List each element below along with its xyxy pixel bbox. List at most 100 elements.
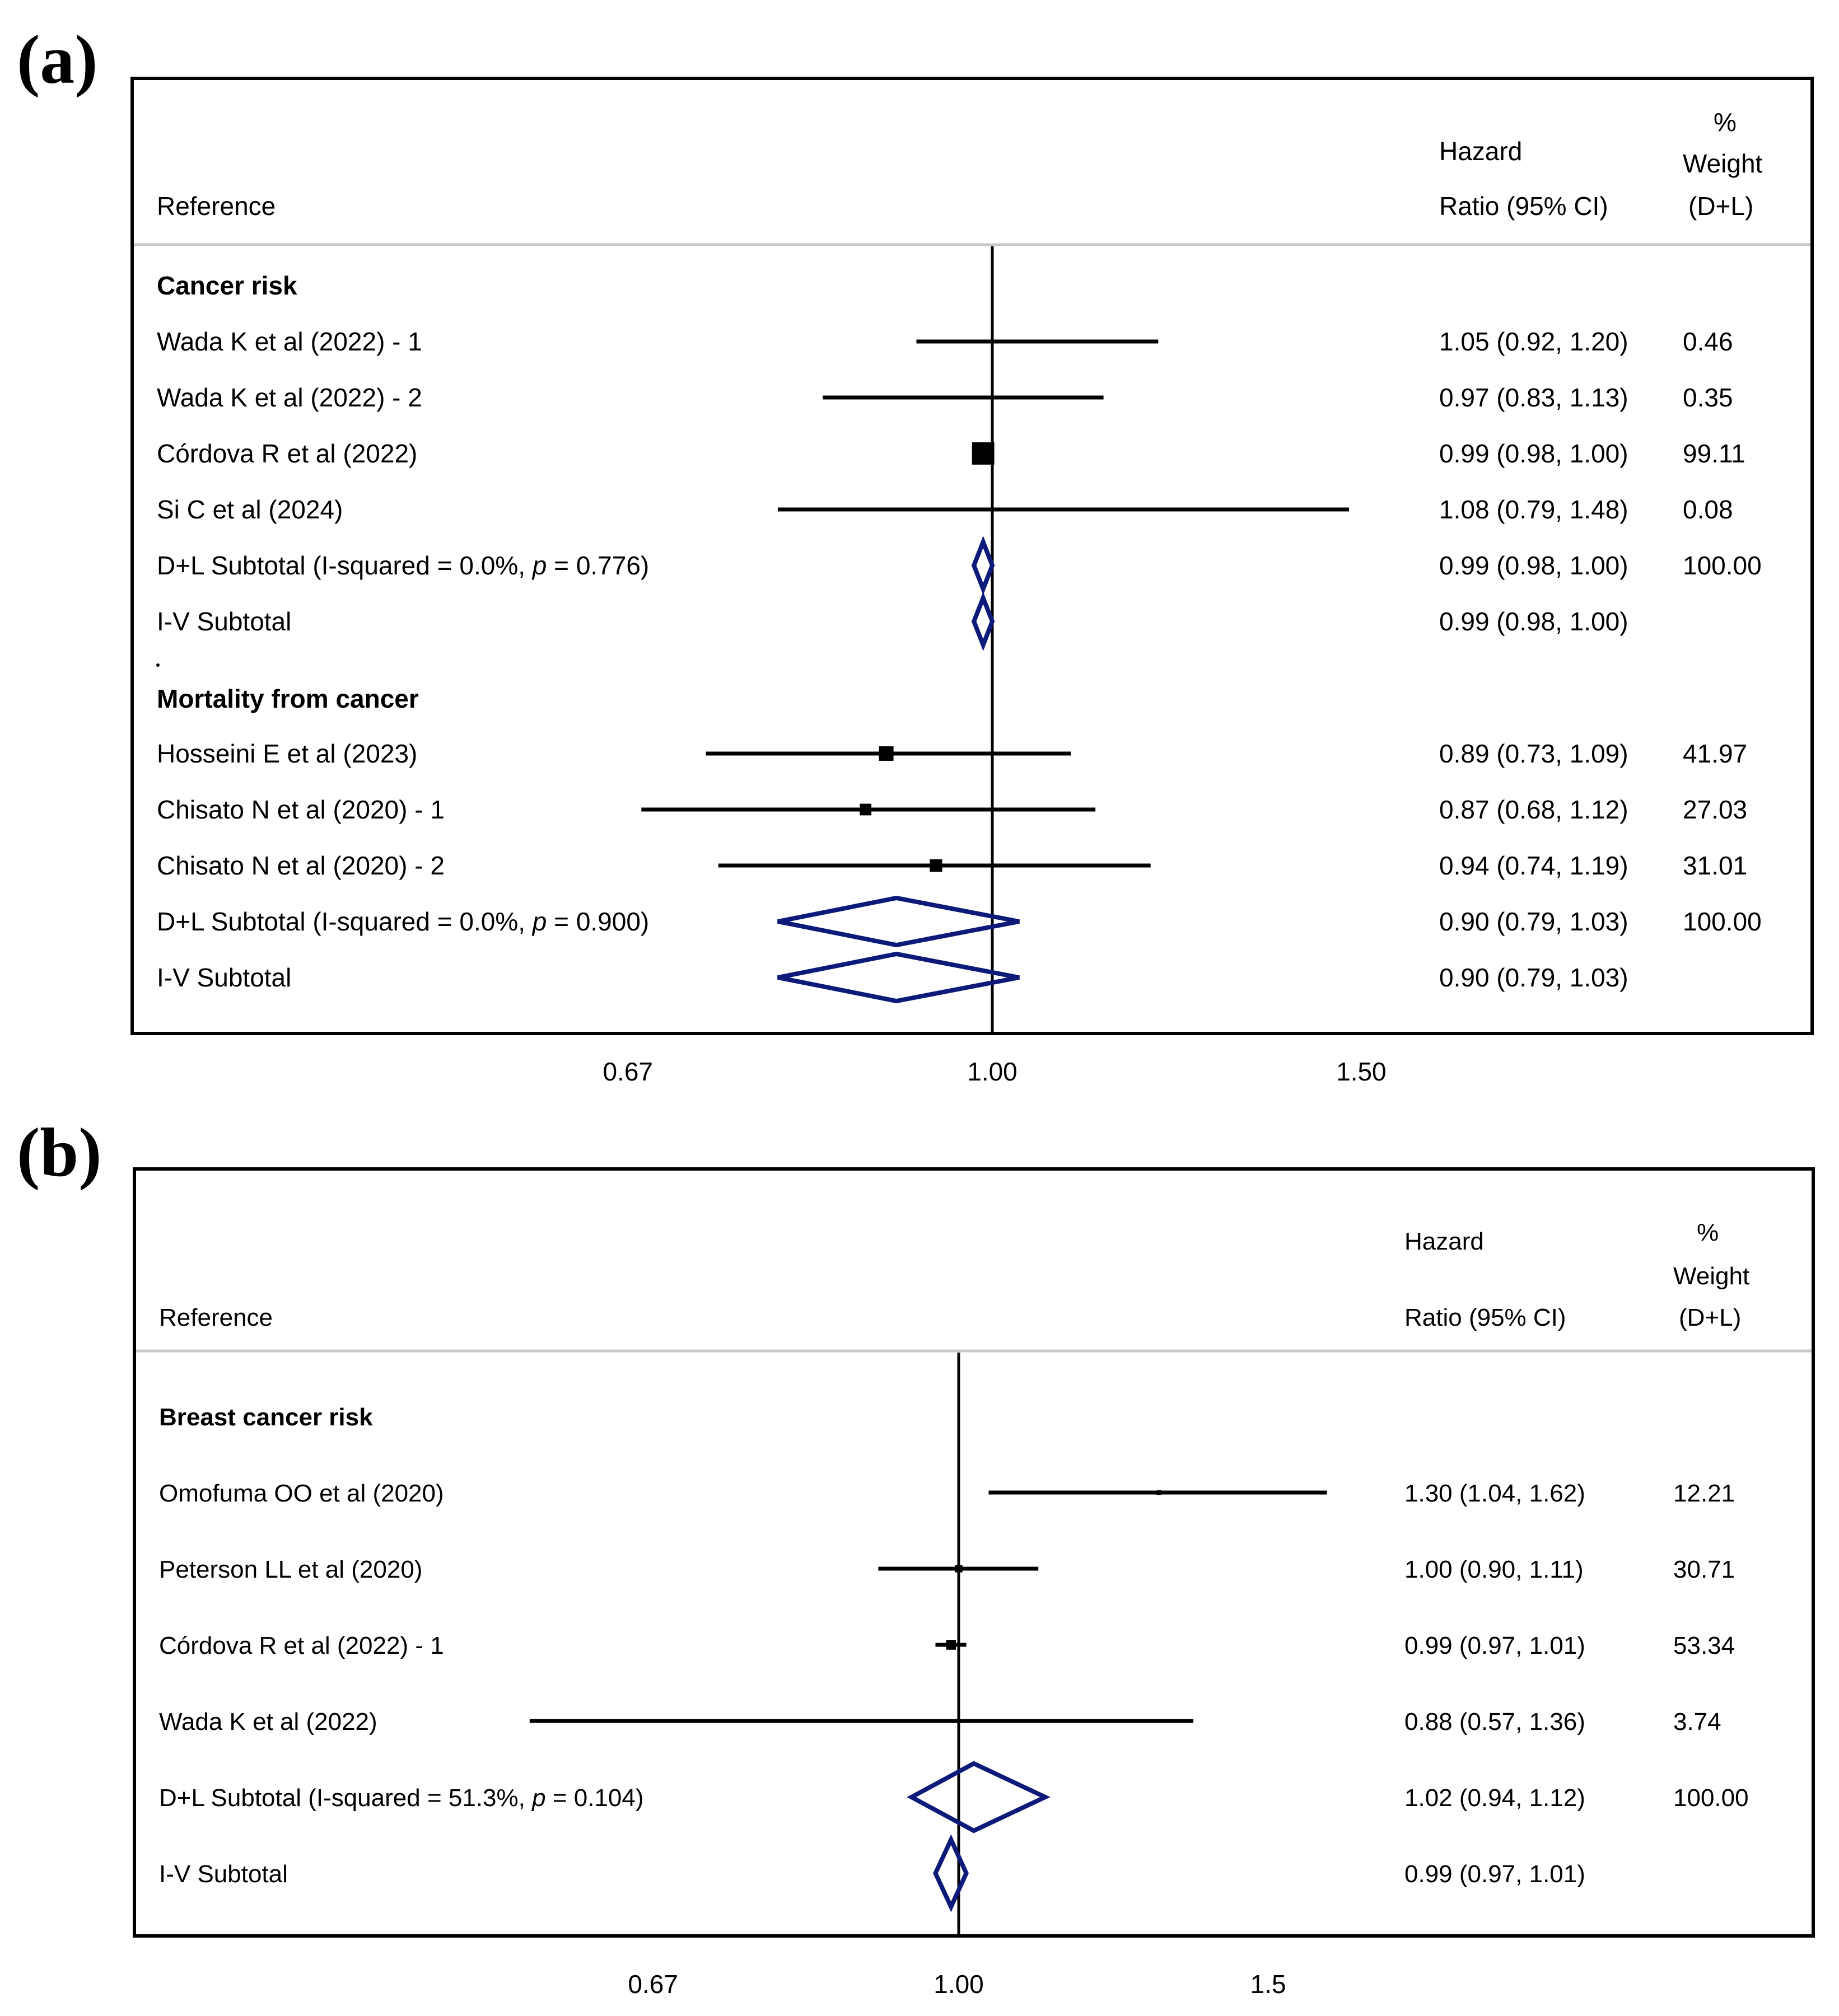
- subtotal-label-text: D+L Subtotal (I-squared = 0.0%,: [157, 907, 533, 936]
- iv-subtotal-row: I-V Subtotal 0.99 (0.98, 1.00): [157, 592, 1628, 651]
- spacer-dot: [156, 663, 160, 667]
- subtotal-ci: 0.99 (0.98, 1.00): [1439, 607, 1628, 636]
- subtotal-label: I-V Subtotal: [157, 607, 291, 636]
- study-ci: 0.94 (0.74, 1.19): [1439, 851, 1628, 880]
- study-weight: 41.97: [1683, 739, 1747, 768]
- point-estimate: [1035, 340, 1038, 343]
- subtotal-label-text: I-V Subtotal: [157, 963, 291, 992]
- study-row: Hosseini E et al (2023) 0.89 (0.73, 1.09)…: [157, 739, 1747, 768]
- header-reference: Reference: [157, 191, 276, 221]
- point-estimate: [860, 1719, 863, 1723]
- pooled-diamond: [907, 1761, 1051, 1833]
- study-weight: 27.03: [1683, 795, 1747, 824]
- study-ci: 1.00 (0.90, 1.11): [1404, 1556, 1584, 1583]
- study-ci: 1.30 (1.04, 1.62): [1404, 1480, 1585, 1507]
- point-estimate: [930, 859, 942, 872]
- subtotal-label-text: I-V Subtotal: [157, 607, 291, 636]
- iv-subtotal-row: I-V Subtotal 0.90 (0.79, 1.03): [157, 951, 1628, 1004]
- header-hazard: Hazard: [1439, 137, 1522, 166]
- study-weight: 31.01: [1683, 851, 1747, 880]
- header-reference: Reference: [159, 1304, 273, 1331]
- subtotal-label: I-V Subtotal: [157, 963, 291, 992]
- subtotal-weight: 100.00: [1683, 551, 1762, 580]
- p-value: = 0.776): [547, 551, 649, 580]
- pooled-diamond: [777, 895, 1020, 948]
- panel-label: (b): [17, 1114, 102, 1191]
- header-weight: Weight: [1673, 1262, 1749, 1290]
- subtotal-label-text: D+L Subtotal (I-squared = 0.0%,: [157, 551, 533, 580]
- study-ci: 0.99 (0.97, 1.01): [1404, 1632, 1585, 1659]
- pooled-diamond: [777, 951, 1020, 1004]
- study-ci: 0.87 (0.68, 1.12): [1439, 795, 1628, 824]
- subtotal-label: D+L Subtotal (I-squared = 51.3%, p = 0.1…: [159, 1784, 644, 1812]
- study-label: Si C et al (2024): [157, 495, 343, 524]
- study-weight: 0.08: [1683, 495, 1733, 524]
- point-estimate: [879, 746, 894, 761]
- dl-subtotal-row: D+L Subtotal (I-squared = 0.0%, p = 0.77…: [157, 536, 1762, 595]
- dl-subtotal-row: D+L Subtotal (I-squared = 0.0%, p = 0.90…: [157, 895, 1762, 948]
- header-dl: (D+L): [1688, 191, 1753, 221]
- study-label: Peterson LL et al (2020): [159, 1556, 422, 1583]
- header-percent: %: [1714, 107, 1737, 137]
- point-estimate: [963, 396, 967, 399]
- dl-subtotal-row: D+L Subtotal (I-squared = 51.3%, p = 0.1…: [159, 1761, 1749, 1833]
- p-symbol: p: [531, 907, 547, 936]
- study-ci: 0.89 (0.73, 1.09): [1439, 739, 1628, 768]
- x-tick-label: 0.67: [603, 1057, 653, 1086]
- group: Cancer risk Wada K et al (2022) - 1 1.05 (…: [157, 271, 1762, 651]
- x-axis: 0.67 1.00 1.5: [628, 1970, 1286, 1999]
- group: Mortality from cancer Hosseini E et al (2…: [157, 684, 1762, 1004]
- group-title: Breast cancer risk: [159, 1404, 373, 1431]
- header-ratio-ci: Ratio (95% CI): [1439, 191, 1608, 221]
- subtotal-label-text: D+L Subtotal (I-squared = 51.3%,: [159, 1784, 532, 1812]
- study-ci: 1.08 (0.79, 1.48): [1439, 495, 1628, 524]
- study-ci: 1.05 (0.92, 1.20): [1439, 327, 1628, 356]
- study-weight: 12.21: [1673, 1480, 1735, 1507]
- study-weight: 53.34: [1673, 1632, 1735, 1659]
- study-row: Córdova R et al (2022) - 1 0.99 (0.97, 1.…: [159, 1632, 1735, 1659]
- header-hazard: Hazard: [1404, 1228, 1484, 1255]
- x-tick-label: 1.5: [1250, 1970, 1286, 1999]
- p-symbol: p: [531, 551, 547, 580]
- study-ci: 0.97 (0.83, 1.13): [1439, 383, 1628, 412]
- p-value: = 0.900): [547, 907, 649, 936]
- study-row: Omofuma OO et al (2020) 1.30 (1.04, 1.62)…: [159, 1480, 1735, 1507]
- study-weight: 99.11: [1683, 439, 1745, 468]
- study-weight: 3.74: [1673, 1708, 1721, 1736]
- study-label: Wada K et al (2022) - 1: [157, 327, 422, 356]
- study-weight: 0.35: [1683, 383, 1733, 412]
- study-row: Chisato N et al (2020) - 2 0.94 (0.74, 1.…: [157, 851, 1747, 880]
- study-label: Omofuma OO et al (2020): [159, 1480, 444, 1507]
- group-title: Mortality from cancer: [157, 684, 419, 713]
- study-row: Córdova R et al (2022) 0.99 (0.98, 1.00) 9…: [157, 439, 1745, 468]
- pooled-diamond: [971, 536, 995, 595]
- group-title: Cancer risk: [157, 271, 297, 300]
- x-tick-label: 1.00: [967, 1057, 1017, 1086]
- study-weight: 0.46: [1683, 327, 1733, 356]
- study-row: Wada K et al (2022) 0.88 (0.57, 1.36) 3.74: [159, 1708, 1721, 1736]
- study-label: Wada K et al (2022): [159, 1708, 377, 1736]
- panel-label: (a): [17, 21, 98, 98]
- iv-subtotal-row: I-V Subtotal 0.99 (0.97, 1.01): [159, 1834, 1585, 1912]
- study-row: Chisato N et al (2020) - 1 0.87 (0.68, 1.…: [157, 795, 1747, 824]
- subtotal-label-text: I-V Subtotal: [159, 1860, 288, 1888]
- subtotal-label: I-V Subtotal: [159, 1860, 288, 1888]
- study-row: Wada K et al (2022) - 1 1.05 (0.92, 1.20)…: [157, 327, 1733, 356]
- plot-frame: [133, 1167, 1815, 1938]
- x-tick-label: 0.67: [628, 1970, 678, 1999]
- forest-panel-a: (a) Reference Hazard Ratio (95% CI)% Weight (…: [17, 21, 1814, 1086]
- header-dl: (D+L): [1679, 1304, 1741, 1331]
- study-label: Wada K et al (2022) - 2: [157, 383, 422, 412]
- subtotal-ci: 1.02 (0.94, 1.12): [1404, 1784, 1585, 1812]
- header-percent: %: [1697, 1219, 1719, 1246]
- subtotal-ci: 0.99 (0.97, 1.01): [1404, 1860, 1585, 1888]
- study-row: Wada K et al (2022) - 2 0.97 (0.83, 1.13)…: [157, 383, 1733, 412]
- p-symbol: p: [531, 1784, 545, 1812]
- subtotal-weight: 100.00: [1673, 1784, 1749, 1812]
- group: Breast cancer risk Omofuma OO et al (2020…: [159, 1404, 1749, 1912]
- study-label: Hosseini E et al (2023): [157, 739, 417, 768]
- point-estimate: [860, 803, 872, 816]
- study-label: Córdova R et al (2022) - 1: [159, 1632, 444, 1659]
- point-estimate: [1156, 1490, 1161, 1495]
